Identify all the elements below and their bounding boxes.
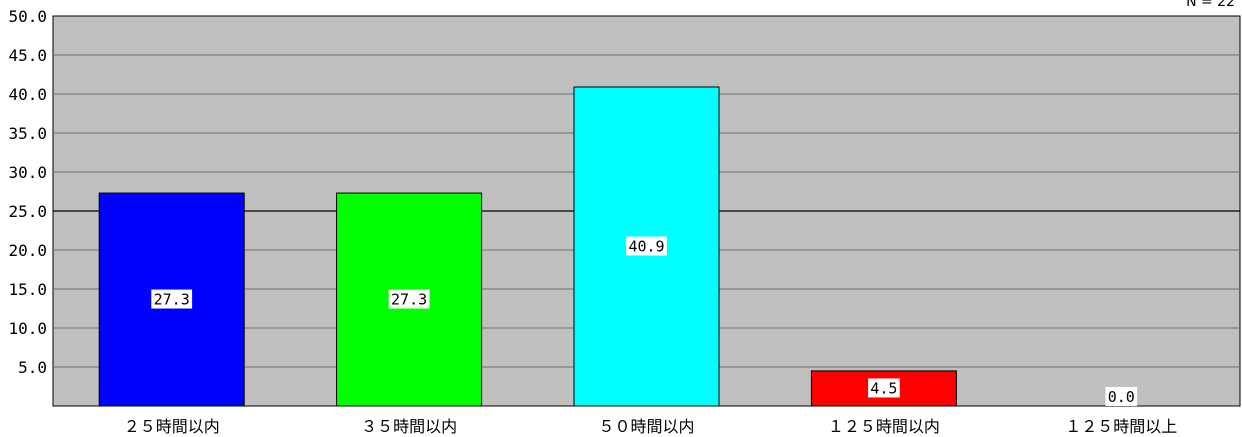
x-tick-label: ２５時間以内 <box>124 417 220 436</box>
data-label: 4.5 <box>870 379 897 397</box>
data-label: 27.3 <box>391 291 427 309</box>
y-tick-label: 30.0 <box>8 163 47 182</box>
y-tick-label: 15.0 <box>8 280 47 299</box>
y-tick-label: 20.0 <box>8 241 47 260</box>
y-tick-label: 45.0 <box>8 46 47 65</box>
y-tick-label: 40.0 <box>8 85 47 104</box>
y-axis-labels: 5.0 10.0 15.0 20.0 25.0 30.0 35.0 40.0 45.0 50.0 <box>8 7 47 377</box>
data-label-background <box>388 289 430 309</box>
x-tick-label: ５０時間以内 <box>598 417 694 436</box>
x-tick-label: １２５時間以上 <box>1065 417 1177 436</box>
y-tick-label: 50.0 <box>8 7 47 26</box>
data-label-background <box>151 289 193 309</box>
y-tick-label: 5.0 <box>18 358 47 377</box>
data-label-background <box>868 378 900 398</box>
y-tick-label: 10.0 <box>8 319 47 338</box>
x-axis-labels: ２５時間以内 ３５時間以内 ５０時間以内 １２５時間以内 １２５時間以上 <box>124 417 1178 436</box>
data-label-background <box>1105 387 1138 406</box>
x-tick-label: １２５時間以内 <box>828 417 940 436</box>
data-label-background <box>626 236 667 256</box>
x-tick-label: ３５時間以内 <box>361 417 457 436</box>
data-labels: 27.3 27.3 40.9 4.5 0.0 <box>151 236 1138 406</box>
data-label: 27.3 <box>154 291 190 309</box>
sample-size-note: N = 22 <box>1186 0 1235 10</box>
data-label: 0.0 <box>1108 388 1135 406</box>
y-tick-label: 25.0 <box>8 202 47 221</box>
data-label: 40.9 <box>628 237 664 255</box>
y-tick-label: 35.0 <box>8 124 47 143</box>
